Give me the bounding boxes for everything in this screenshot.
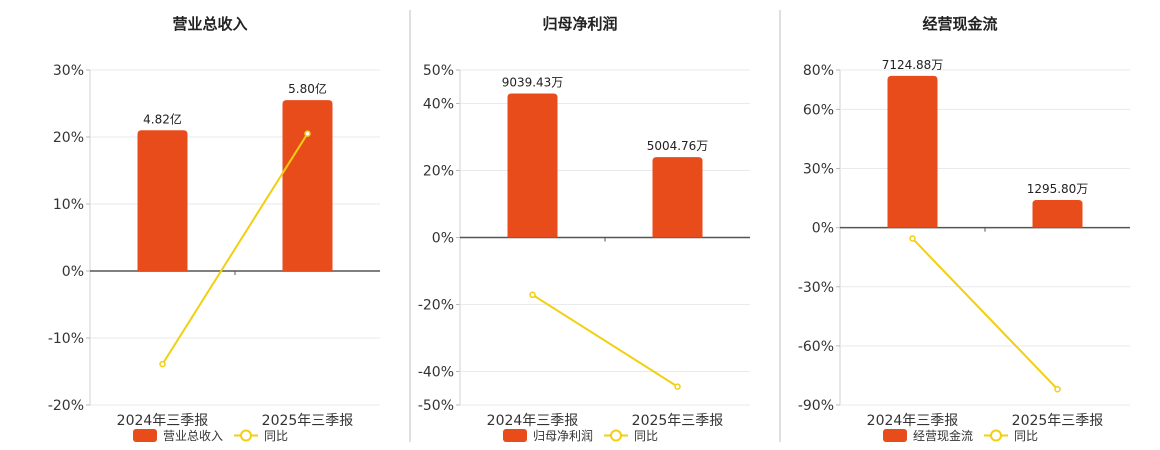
legend-bar-label: 归母净利润	[533, 429, 593, 443]
y-tick-label: -40%	[418, 365, 454, 381]
y-tick-label: -20%	[418, 298, 454, 314]
y-tick-label: 20%	[53, 130, 84, 146]
legend-line-marker	[240, 429, 252, 442]
legend-line-label: 同比	[1014, 429, 1038, 443]
chart-title: 经营现金流	[922, 15, 997, 33]
legend-bar-swatch	[883, 429, 907, 442]
bar-data-label: 1295.80万	[1027, 182, 1089, 196]
y-tick-label: 10%	[53, 197, 84, 213]
bar-data-label: 4.82亿	[143, 111, 182, 126]
y-tick-label: 40%	[423, 97, 454, 113]
y-tick-label: 50%	[423, 63, 454, 79]
x-tick-label: 2025年三季报	[632, 413, 724, 429]
axes: 50% 40% 20% 0% -20% -40% -50% 2024年三季报 2025年三季报	[418, 63, 750, 429]
y-tick-label: 30%	[53, 63, 84, 79]
legend-line-label: 同比	[634, 429, 658, 443]
line-point	[304, 130, 311, 137]
bar-data-label: 9039.43万	[502, 75, 564, 89]
chart-revenue: 营业总收入 营业总收入 同比 30% 20% 10% 0% -10% -20% 2024年三…	[48, 15, 380, 443]
bar-data-label: 7124.88万	[882, 58, 944, 72]
y-tick-label: 60%	[803, 102, 834, 118]
chart-title: 营业总收入	[172, 15, 247, 33]
legend-bar-label: 营业总收入	[163, 429, 223, 443]
bar-data-label: 5.80亿	[288, 81, 327, 96]
chart-title: 归母净利润	[542, 15, 617, 33]
line-point	[909, 235, 916, 242]
legend-bar-swatch	[503, 429, 527, 442]
y-tick-label: 30%	[803, 162, 834, 178]
line-point	[674, 383, 681, 390]
y-tick-label: -30%	[798, 280, 834, 296]
x-tick-label: 2025年三季报	[262, 413, 354, 429]
y-tick-label: 0%	[432, 231, 454, 247]
legend-bar-swatch	[133, 429, 157, 442]
chart-net-profit: 归母净利润 归母净利润 同比 50% 40% 20% 0% -20% -40% -50% 20…	[418, 15, 750, 443]
bar	[652, 157, 703, 238]
bar	[507, 93, 558, 238]
y-tick-label: -20%	[48, 398, 84, 414]
y-tick-label: -60%	[798, 339, 834, 355]
line-point	[159, 360, 166, 368]
series-line	[911, 237, 1059, 390]
y-tick-label: 80%	[803, 63, 834, 79]
line-point	[1054, 385, 1061, 393]
legend: 经营现金流 同比	[883, 428, 1038, 443]
x-tick-label: 2024年三季报	[487, 413, 579, 429]
legend: 营业总收入 同比	[133, 429, 288, 443]
y-tick-label: 20%	[423, 164, 454, 180]
x-tick-label: 2024年三季报	[867, 413, 959, 429]
line-series	[909, 235, 1061, 393]
y-tick-label: -10%	[48, 331, 84, 347]
bar-series: 4.82亿 5.80亿	[137, 81, 333, 272]
axes: 80% 60% 30% 0% -30% -60% -90% 2024年三季报 2025年三季报	[798, 63, 1130, 429]
series-line	[161, 133, 309, 365]
line-series	[159, 130, 311, 368]
legend-bar-label: 经营现金流	[913, 428, 973, 443]
bar	[887, 75, 938, 228]
bar	[137, 130, 188, 271]
legend: 归母净利润 同比	[503, 429, 658, 443]
legend-line-label: 同比	[264, 429, 288, 443]
chart-operating-cash-flow: 经营现金流 经营现金流 同比 80% 60% 30% 0% -30% -60% -90% 20…	[798, 15, 1130, 443]
axes: 30% 20% 10% 0% -10% -20% 2024年三季报 2025年三季报	[48, 63, 380, 429]
legend-line-marker	[610, 429, 622, 442]
legend-line-marker	[990, 429, 1002, 442]
y-tick-label: -90%	[798, 398, 834, 414]
series-line	[531, 293, 679, 388]
bar-data-label: 5004.76万	[647, 139, 709, 153]
bar-series: 9039.43万 5004.76万	[502, 75, 709, 238]
bar	[282, 100, 333, 272]
x-tick-label: 2025年三季报	[1012, 413, 1104, 429]
line-point	[529, 291, 536, 299]
x-tick-label: 2024年三季报	[117, 413, 209, 429]
bar-series: 7124.88万 1295.80万	[882, 58, 1089, 228]
bar	[1032, 200, 1083, 228]
line-series	[529, 291, 681, 390]
y-tick-label: -50%	[418, 398, 454, 414]
y-tick-label: 0%	[812, 221, 834, 237]
y-tick-label: 0%	[62, 264, 84, 280]
